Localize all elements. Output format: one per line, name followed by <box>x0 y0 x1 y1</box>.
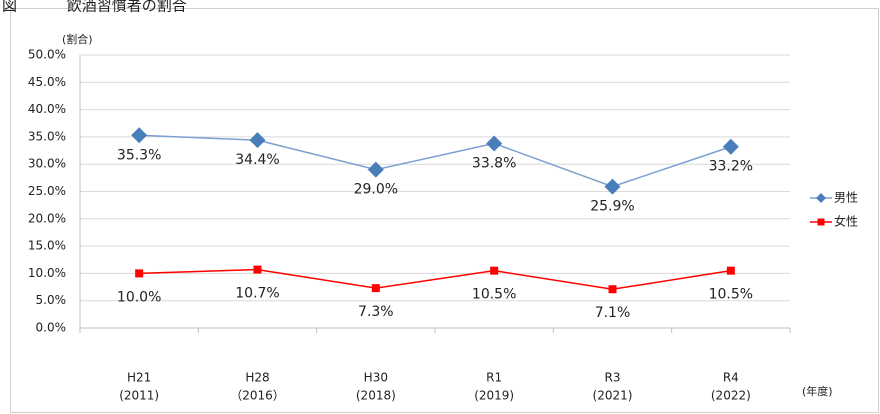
value-label: 33.2% <box>709 159 753 175</box>
marker <box>253 265 262 274</box>
value-label: 7.3% <box>358 304 394 320</box>
value-label: 33.8% <box>472 155 516 171</box>
x-tick-sublabel: (2019) <box>474 389 514 403</box>
value-label: 10.5% <box>472 287 516 303</box>
y-axis-label: (割合) <box>62 32 93 46</box>
x-tick-label: R1 <box>486 371 502 385</box>
y-tick-label: 35.0% <box>28 129 66 143</box>
value-label: 7.1% <box>595 305 631 321</box>
legend-label: 男性 <box>834 191 858 205</box>
marker <box>604 178 621 195</box>
x-tick-label: H30 <box>364 371 388 385</box>
x-tick-sublabel: (2011) <box>119 389 159 403</box>
y-tick-label: 40.0% <box>28 102 66 116</box>
value-label: 34.4% <box>235 152 279 168</box>
marker <box>367 161 384 178</box>
x-tick-sublabel: （2016） <box>230 389 285 403</box>
y-tick-label: 0.0% <box>36 321 67 335</box>
y-tick-label: 50.0% <box>28 48 66 62</box>
x-tick-label: R4 <box>723 371 739 385</box>
value-label: 10.7% <box>235 286 279 302</box>
y-tick-label: 30.0% <box>28 157 66 171</box>
x-tick-label: H21 <box>127 371 151 385</box>
legend-marker <box>817 218 825 226</box>
y-tick-label: 15.0% <box>28 239 66 253</box>
x-tick-sublabel: (2021) <box>593 389 633 403</box>
y-tick-label: 25.0% <box>28 184 66 198</box>
marker <box>249 132 266 149</box>
value-label: 10.0% <box>117 289 161 305</box>
value-label: 10.5% <box>709 287 753 303</box>
value-label: 29.0% <box>354 182 398 198</box>
legend-marker <box>816 193 826 203</box>
marker <box>722 138 739 155</box>
y-tick-label: 20.0% <box>28 211 66 225</box>
value-label: 25.9% <box>590 199 634 215</box>
marker <box>490 266 499 275</box>
marker <box>135 269 144 278</box>
x-tick-sublabel: (2018) <box>356 389 396 403</box>
x-tick-label: H28 <box>245 371 269 385</box>
x-axis-label: (年度) <box>802 384 833 398</box>
chart-frame <box>10 8 879 413</box>
y-tick-label: 10.0% <box>28 266 66 280</box>
series-line <box>139 268 731 290</box>
x-tick-sublabel: (2022) <box>711 389 751 403</box>
y-tick-label: 45.0% <box>28 75 66 89</box>
marker <box>608 285 617 294</box>
x-tick-label: R3 <box>605 371 621 385</box>
chart-title: 図 飲酒習慣者の割合 <box>2 0 187 15</box>
marker <box>726 266 735 275</box>
marker <box>486 135 503 152</box>
value-label: 35.3% <box>117 147 161 163</box>
marker <box>131 127 148 144</box>
y-tick-label: 5.0% <box>36 293 67 307</box>
legend-label: 女性 <box>834 214 858 229</box>
series-line <box>139 134 732 188</box>
marker <box>371 284 380 293</box>
